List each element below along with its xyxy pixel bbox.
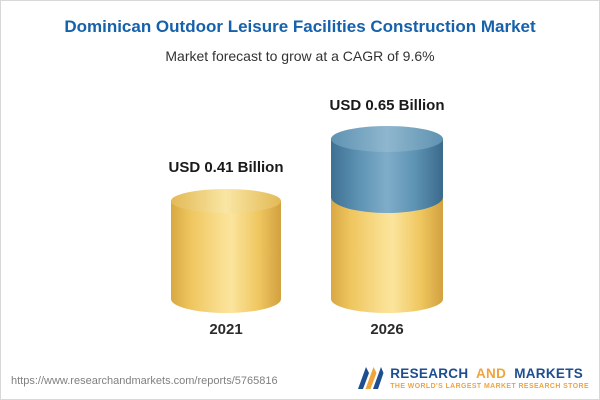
value-label-2026: USD 0.65 Billion bbox=[329, 97, 445, 114]
brand-word-research: RESEARCH bbox=[390, 366, 469, 381]
bar-2026-base-segment bbox=[331, 197, 443, 313]
value-label-2021: USD 0.41 Billion bbox=[168, 159, 284, 176]
research-and-markets-logo-icon bbox=[358, 367, 384, 389]
research-and-markets-logo[interactable]: RESEARCH AND MARKETS THE WORLD'S LARGEST… bbox=[356, 365, 589, 391]
source-url-link[interactable]: https://www.researchandmarkets.com/repor… bbox=[11, 375, 278, 387]
bar-2021-top-ellipse bbox=[171, 189, 281, 213]
bar-2026 bbox=[331, 126, 443, 313]
x-axis-label-2021: 2021 bbox=[209, 321, 243, 338]
brand-name: RESEARCH AND MARKETS bbox=[390, 366, 583, 381]
chart-title: Dominican Outdoor Leisure Facilities Con… bbox=[64, 17, 536, 36]
brand-tagline: THE WORLD'S LARGEST MARKET RESEARCH STOR… bbox=[390, 383, 589, 390]
brand-text-block: RESEARCH AND MARKETS THE WORLD'S LARGEST… bbox=[390, 366, 589, 390]
bar-2021-body bbox=[171, 201, 281, 313]
chart-subtitle: Market forecast to grow at a CAGR of 9.6… bbox=[165, 48, 435, 64]
bar-2021 bbox=[171, 189, 281, 313]
bar-2026-top-ellipse bbox=[331, 126, 443, 152]
brand-word-and: AND bbox=[475, 366, 507, 381]
x-axis-label-2026: 2026 bbox=[370, 321, 404, 338]
brand-word-markets: MARKETS bbox=[514, 366, 584, 381]
